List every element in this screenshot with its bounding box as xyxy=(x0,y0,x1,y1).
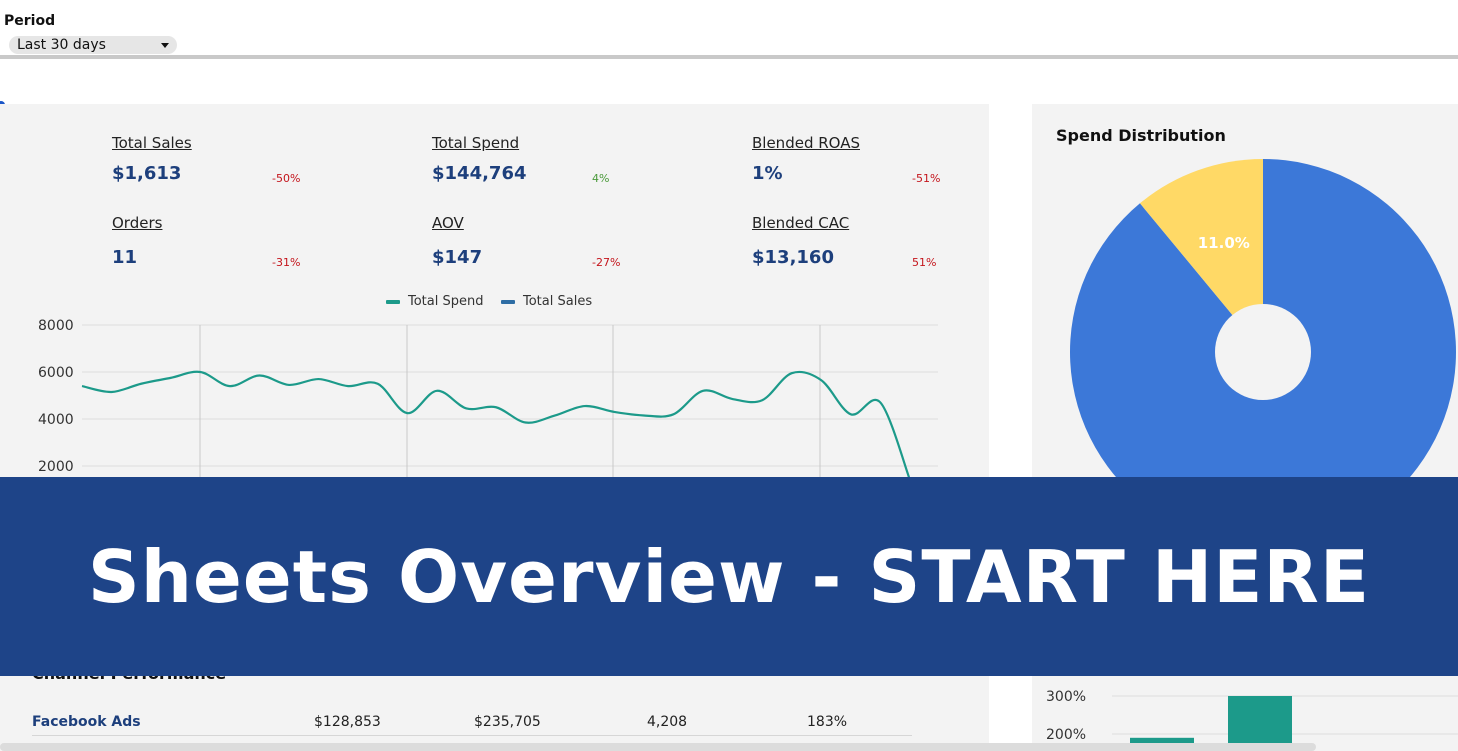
kpi-value-blended-roas: 1% xyxy=(752,163,783,184)
kpi-delta-blended-roas: -51% xyxy=(912,172,941,185)
kpi-value-total-spend: $144,764 xyxy=(432,163,527,184)
pie-slice-label: 11.0% xyxy=(1198,234,1250,252)
kpi-value-aov: $147 xyxy=(432,247,483,268)
channel-cell: $235,705 xyxy=(474,714,541,730)
period-dropdown[interactable]: Last 30 days xyxy=(9,36,177,54)
pie-chart-title: Spend Distribution xyxy=(1056,126,1226,145)
y-tick-label: 6000 xyxy=(38,365,74,381)
pie-slice-0[interactable] xyxy=(1070,159,1456,480)
legend-item-total-spend[interactable]: Total Spend xyxy=(386,294,484,309)
y-tick-label: 2000 xyxy=(38,459,74,475)
channel-cell: 4,208 xyxy=(647,714,688,730)
kpi-value-total-sales: $1,613 xyxy=(112,163,182,184)
channel-name: Facebook Ads xyxy=(32,714,141,730)
kpi-label-blended-cac[interactable]: Blended CAC xyxy=(752,214,850,232)
table-row[interactable]: Facebook Ads $128,853 $235,705 4,208 183… xyxy=(32,714,912,736)
title-banner: Sheets Overview - START HERE xyxy=(0,477,1458,676)
period-dropdown-value: Last 30 days xyxy=(17,37,106,53)
kpi-delta-total-sales: -50% xyxy=(272,172,301,185)
legend-swatch-total-sales xyxy=(501,299,515,304)
kpi-value-blended-cac: $13,160 xyxy=(752,247,834,268)
legend-item-total-sales[interactable]: Total Sales xyxy=(501,294,592,309)
y-tick-label: 4000 xyxy=(38,412,74,428)
sales-spend-line-chart: 8000 6000 4000 2000 xyxy=(38,318,938,480)
bar-1[interactable] xyxy=(1228,696,1292,751)
horizontal-scrollbar[interactable] xyxy=(0,743,1316,751)
banner-title: Sheets Overview - START HERE xyxy=(87,534,1371,619)
pie-slice-1[interactable] xyxy=(1139,159,1263,352)
channel-cell: $128,853 xyxy=(314,714,381,730)
roas-bar-chart: 300% 200% xyxy=(1046,689,1458,751)
pie-hole xyxy=(1215,304,1311,400)
caret-down-icon xyxy=(161,43,169,48)
kpi-label-aov[interactable]: AOV xyxy=(432,214,464,232)
kpi-delta-blended-cac: 51% xyxy=(912,256,937,269)
kpi-label-blended-roas[interactable]: Blended ROAS xyxy=(752,134,860,152)
kpi-delta-aov: -27% xyxy=(592,256,621,269)
period-filter-label: Period xyxy=(4,13,56,29)
spend-distribution-pie-chart: 11.0% xyxy=(1070,159,1456,480)
kpi-label-total-sales[interactable]: Total Sales xyxy=(112,134,192,152)
kpi-delta-total-spend: 4% xyxy=(592,172,610,185)
bar-y-tick-label: 300% xyxy=(1046,689,1086,705)
y-tick-label: 8000 xyxy=(38,318,74,334)
kpi-delta-orders: -31% xyxy=(272,256,301,269)
kpi-value-orders: 11 xyxy=(112,247,138,268)
series-line-total-spend xyxy=(81,370,912,480)
kpi-label-total-spend[interactable]: Total Spend xyxy=(432,134,520,152)
legend-label-total-spend: Total Spend xyxy=(408,294,484,309)
channel-cell: 183% xyxy=(807,714,848,730)
kpi-label-orders[interactable]: Orders xyxy=(112,214,163,232)
legend-label-total-sales: Total Sales xyxy=(523,294,593,309)
header-divider xyxy=(0,55,1458,59)
bar-y-tick-label: 200% xyxy=(1046,727,1086,743)
legend-swatch-total-spend xyxy=(386,299,400,304)
